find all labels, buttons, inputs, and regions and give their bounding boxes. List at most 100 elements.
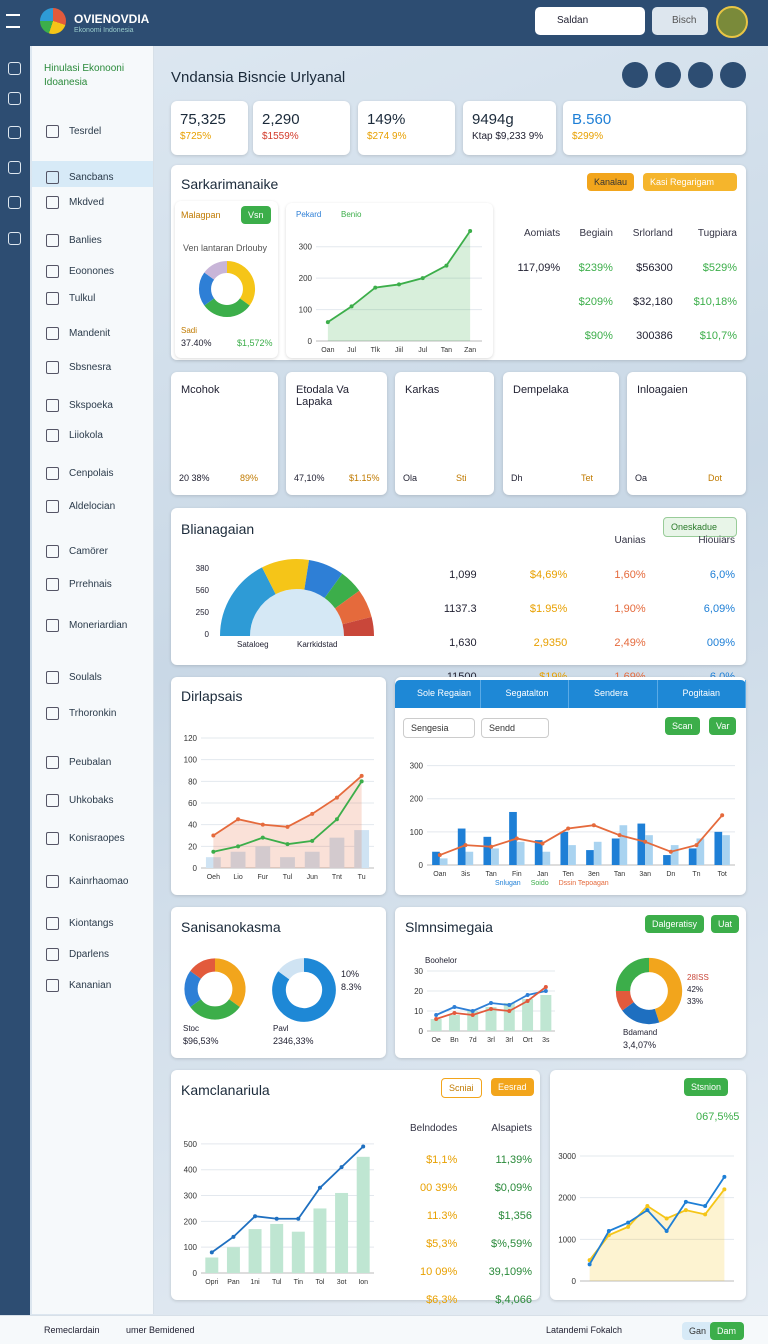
legend-item: Snlugan: [495, 880, 521, 887]
row: $1,1% 11,39%: [381, 1146, 536, 1174]
dropdown[interactable]: Sendd: [481, 718, 549, 738]
sidebar-item[interactable]: Peubalan: [46, 756, 111, 769]
sidebar-item[interactable]: Trhoronkin: [46, 707, 116, 720]
avatar[interactable]: [716, 6, 748, 38]
sidebar-item[interactable]: Konisraopes: [46, 832, 125, 845]
button[interactable]: Dalgeratisy: [645, 915, 705, 933]
point: [703, 1204, 708, 1208]
y-tick-label: 20: [414, 987, 423, 996]
dropdown[interactable]: Sengesia: [403, 718, 475, 738]
sidebar-item[interactable]: Mandenit: [46, 327, 110, 340]
point: [703, 1212, 708, 1217]
tab[interactable]: Pogitaian: [661, 680, 746, 708]
donut: [272, 958, 336, 1022]
button[interactable]: Kanalau: [587, 173, 635, 191]
x-tick-label: Tlk: [371, 347, 381, 354]
sidebar-item[interactable]: Prrehnais: [46, 578, 112, 591]
search[interactable]: Saldan: [535, 7, 645, 35]
sidebar-item[interactable]: Kiontangs: [46, 917, 113, 930]
sidebar-item[interactable]: Tulkul: [46, 292, 95, 305]
panel: Sarkarimanaike Kanalau Kasi Regarigam Ma…: [171, 165, 746, 360]
sidebar-item[interactable]: Kananian: [46, 979, 111, 992]
button[interactable]: Scniai: [441, 1078, 482, 1098]
header-cell: Hiouiars: [698, 534, 735, 546]
foot-value: 89%: [240, 473, 259, 483]
sidebar-item[interactable]: Eoonones: [46, 265, 114, 278]
sidebar-item[interactable]: Liiokola: [46, 429, 103, 442]
sidebar-item[interactable]: Camörer: [46, 545, 108, 558]
x-tick-label: Oan: [433, 871, 446, 878]
sidebar-item[interactable]: Aldelocian: [46, 500, 115, 513]
button[interactable]: Kasi Regarigam: [643, 173, 737, 191]
x-tick-label: Ten: [563, 871, 574, 878]
donut: [198, 260, 256, 317]
cell: 117,09%: [517, 262, 561, 274]
point: [514, 836, 519, 841]
tab[interactable]: Segatalton: [484, 680, 569, 708]
foot-value: Tet: [581, 473, 594, 483]
point: [617, 833, 622, 838]
point: [470, 1013, 475, 1017]
sidebar-item[interactable]: Soulals: [46, 671, 102, 684]
sidebar-item[interactable]: Cenpolais: [46, 467, 113, 480]
edit-button[interactable]: [720, 62, 746, 88]
area: [213, 775, 362, 868]
card-title: Dempelaka: [513, 384, 569, 396]
button[interactable]: Var: [709, 717, 737, 735]
clock-button[interactable]: [687, 62, 714, 88]
y-tick-label: 0: [419, 1027, 424, 1036]
menu-icon[interactable]: [6, 14, 20, 28]
tab[interactable]: Sole Regaian: [395, 680, 481, 708]
card-title: Dirlapsais: [181, 688, 243, 704]
sidebar-item[interactable]: Dparlens: [46, 948, 109, 961]
sidebar-item[interactable]: Moneriardian: [46, 619, 127, 632]
cell: 300386: [636, 330, 673, 342]
grid-button[interactable]: [654, 62, 681, 88]
button[interactable]: Dam: [710, 1322, 744, 1340]
footer-text: Latandemi Fokalch: [546, 1325, 623, 1335]
search-button[interactable]: Bisch: [652, 7, 708, 35]
sidebar-item[interactable]: Uhkobaks: [46, 794, 113, 807]
bar: [611, 838, 620, 865]
sidebar-item[interactable]: Banlies: [46, 234, 102, 247]
button[interactable]: Eesrad: [491, 1078, 534, 1096]
tagline: Ekonomi Indonesia: [74, 27, 134, 34]
sidebar-item[interactable]: Mkdved: [46, 196, 104, 209]
sidebar-item[interactable]: Kainrhaomao: [46, 875, 128, 888]
tab[interactable]: Sendera: [572, 680, 658, 708]
bar: [540, 995, 552, 1031]
y-tick-label: 300: [184, 1192, 198, 1201]
button[interactable]: Uat: [711, 915, 740, 933]
sidebar-item[interactable]: Sancbans: [32, 161, 153, 187]
x-tick-label: Tin: [294, 1279, 304, 1286]
cell: $10,18%: [693, 296, 737, 308]
value: 37.40%: [181, 338, 212, 348]
row: 11.3% $1,356: [381, 1202, 536, 1230]
cell: 1137.3: [443, 603, 477, 615]
button[interactable]: Gan: [682, 1322, 714, 1340]
segment: [615, 957, 650, 992]
point: [236, 844, 241, 849]
button[interactable]: Vsn: [241, 206, 271, 224]
donut: [184, 958, 246, 1020]
settings-button[interactable]: [622, 62, 648, 88]
y-tick-label: 300: [299, 243, 313, 252]
header-cell: Srlorland: [632, 227, 673, 239]
chart-card: Slmnsimegaia Dalgeratisy Uat Boohelor 0 1…: [395, 907, 746, 1058]
y-tick-label: 40: [188, 821, 197, 830]
button[interactable]: Scan: [665, 717, 700, 735]
axis-label: 380: [195, 564, 209, 573]
segment: [622, 1001, 660, 1025]
header-cell: Uanias: [614, 534, 646, 546]
bar: [430, 1019, 442, 1031]
button[interactable]: Stsnion: [684, 1078, 729, 1096]
point: [683, 1199, 688, 1204]
x-tick-label: Zan: [464, 347, 476, 354]
sidebar-item[interactable]: Skspoeka: [46, 399, 113, 412]
sidebar-item[interactable]: Tesrdel: [46, 125, 101, 138]
sidebar-item[interactable]: Sbsnesra: [46, 361, 111, 374]
segment: [262, 559, 310, 595]
x-tick-label: Bn: [450, 1037, 459, 1044]
x-tick-label: Oe: [431, 1037, 440, 1044]
dropdown[interactable]: Oneskadue: [663, 517, 737, 537]
